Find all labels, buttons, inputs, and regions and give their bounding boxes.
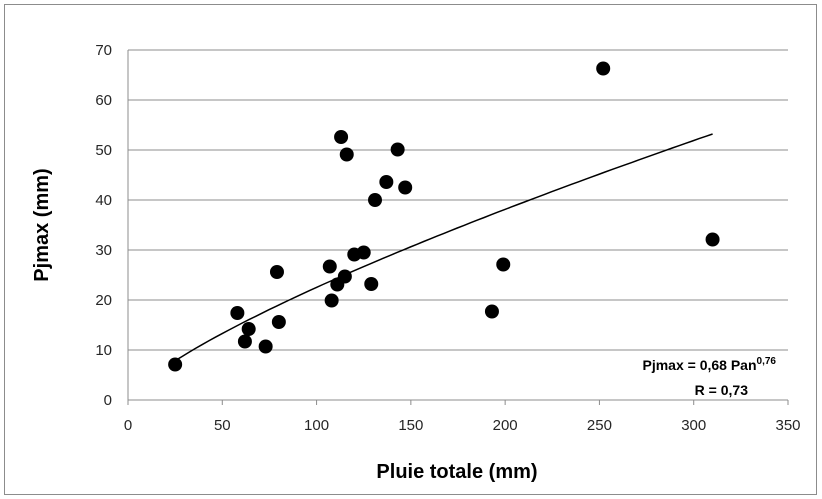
equation-exponent: 0,76 (757, 356, 777, 367)
data-point (230, 306, 245, 320)
data-point (705, 232, 720, 247)
data-point (390, 142, 405, 157)
trend-equation: Pjmax = 0,68 Pan0,76 (643, 356, 777, 373)
data-point (168, 357, 183, 372)
y-tick-label: 50 (95, 142, 112, 159)
y-tick-label: 0 (104, 392, 112, 409)
data-point (398, 180, 413, 195)
x-tick-label: 200 (493, 417, 518, 434)
x-axis-title: Pluie totale (mm) (376, 461, 537, 483)
data-point (596, 61, 611, 76)
data-point (269, 265, 284, 279)
data-point (379, 175, 394, 189)
x-tick-label: 150 (398, 417, 423, 434)
x-tick-label: 350 (775, 417, 800, 434)
y-tick-label: 20 (95, 292, 112, 309)
data-point (356, 245, 371, 260)
y-tick-label: 60 (95, 92, 112, 109)
data-point (339, 147, 354, 162)
x-tick-label: 50 (214, 417, 231, 434)
data-point (334, 130, 349, 144)
y-tick-labels: 0 10 20 30 40 50 60 70 (95, 42, 112, 409)
equation-prefix: Pjmax = 0,68 Pan (643, 357, 757, 373)
data-point (364, 277, 379, 291)
correlation-label: R = 0,73 (695, 382, 749, 398)
data-point (322, 259, 337, 274)
data-point (237, 334, 252, 349)
data-point (337, 269, 352, 284)
x-tick-label: 0 (124, 417, 132, 434)
data-point (368, 193, 383, 207)
data-points (168, 61, 720, 372)
power-trendline (174, 133, 713, 362)
chart-frame (4, 4, 817, 495)
x-tick-label: 250 (587, 417, 612, 434)
y-axis-title: Pjmax (mm) (31, 168, 53, 281)
data-point (271, 315, 286, 329)
axes (127, 50, 788, 401)
x-tick-label: 300 (681, 417, 706, 434)
data-point (324, 293, 339, 308)
gridlines (128, 49, 788, 351)
y-tick-label: 70 (95, 42, 112, 59)
y-tick-label: 10 (95, 342, 112, 359)
x-tick-labels: 0 50 100 150 200 250 300 350 (124, 400, 801, 434)
data-point (258, 339, 273, 354)
y-tick-label: 40 (95, 192, 112, 209)
y-tick-label: 30 (95, 242, 112, 259)
data-point (241, 322, 256, 336)
x-tick-label: 100 (304, 417, 329, 434)
data-point (484, 304, 499, 319)
data-point (496, 257, 511, 272)
